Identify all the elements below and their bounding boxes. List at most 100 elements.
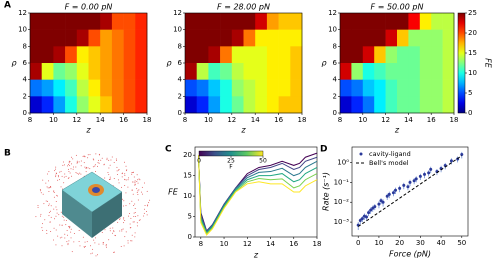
heat-cell: [290, 79, 303, 97]
solvent-dot: [109, 164, 111, 166]
solvent-dot: [54, 170, 56, 172]
heat-cell: [419, 63, 432, 80]
heat-cell: [123, 96, 136, 114]
heat-cell: [208, 96, 221, 114]
heat-cell: [408, 13, 421, 30]
solvent-dot: [68, 240, 70, 242]
solvent-dot: [48, 205, 50, 207]
solvent-dot: [56, 195, 58, 197]
solvent-dot: [105, 244, 107, 246]
heat-cell: [220, 96, 233, 114]
solvent-dot: [84, 156, 86, 158]
solvent-dot: [61, 245, 63, 247]
heat-cell: [362, 79, 375, 97]
solvent-dot: [133, 204, 135, 206]
y-tick-label: 15: [183, 172, 192, 180]
heat-cell: [290, 13, 303, 30]
solvent-dot: [89, 168, 91, 170]
series-line: [197, 155, 318, 234]
x-tick-label: 40: [437, 239, 446, 247]
panel-label: D: [320, 145, 327, 155]
heat-cell: [266, 13, 279, 30]
solvent-dot: [49, 186, 51, 188]
solvent-dot: [120, 245, 122, 247]
solvent-dot: [137, 179, 139, 181]
heat-cell: [290, 63, 303, 80]
solvent-dot: [46, 173, 48, 175]
solvent-dot: [116, 173, 118, 175]
solvent-dot: [116, 166, 118, 168]
solvent-dot: [106, 157, 108, 159]
solvent-dot: [42, 229, 44, 231]
solvent-dot: [85, 167, 87, 169]
heat-cell: [397, 63, 409, 80]
solvent-dot: [136, 225, 138, 227]
solvent-dot: [133, 171, 135, 173]
solvent-dot: [133, 212, 135, 214]
solvent-dot: [109, 178, 111, 180]
inset-colorbar: [198, 150, 264, 157]
solvent-dot: [123, 205, 125, 207]
heat-cell: [208, 46, 221, 64]
solvent-dot: [105, 245, 107, 247]
solvent-dot: [76, 172, 78, 174]
solvent-dot: [78, 173, 80, 175]
solvent-dot: [134, 236, 136, 238]
heat-cell: [340, 13, 352, 30]
heat-cell: [266, 63, 279, 80]
heat-cell: [255, 46, 268, 64]
heat-cell: [220, 13, 233, 30]
solvent-dot: [119, 219, 121, 221]
x-tick-label: 10: [220, 240, 229, 248]
solvent-dot: [84, 166, 86, 168]
heat-cell: [374, 29, 386, 47]
solvent-dot: [63, 219, 65, 221]
solvent-dot: [71, 175, 73, 177]
solvent-dot: [55, 172, 57, 174]
solvent-dot: [60, 211, 62, 213]
solvent-dot: [116, 170, 118, 172]
solvent-dot: [112, 232, 114, 234]
solvent-dot: [121, 229, 123, 231]
solvent-dot: [46, 229, 48, 231]
solvent-dot: [68, 160, 70, 162]
solvent-dot: [128, 215, 130, 217]
heat-cell: [266, 46, 279, 64]
y-tick-label: 0: [188, 233, 192, 241]
heat-cell: [231, 29, 244, 47]
solvent-dot: [143, 182, 145, 184]
solvent-dot: [47, 187, 49, 189]
heat-cell: [255, 79, 268, 97]
solvent-dot: [141, 193, 143, 195]
heat-cell: [41, 13, 54, 30]
heat-cell: [41, 96, 54, 114]
solvent-dot: [59, 237, 61, 239]
heat-cell: [278, 63, 291, 80]
heat-cell: [65, 79, 78, 97]
heat-cell: [340, 63, 352, 80]
x-tick-label: 16: [427, 116, 436, 124]
solvent-dot: [136, 180, 138, 182]
series-line: [197, 155, 318, 235]
solvent-dot: [70, 168, 72, 170]
solvent-dot: [91, 252, 93, 254]
solvent-dot: [92, 158, 94, 160]
heat-cell: [135, 29, 148, 47]
solvent-dot: [146, 210, 148, 212]
solvent-dot: [108, 239, 110, 241]
heat-cell: [278, 13, 291, 30]
heat-cell: [255, 96, 268, 114]
solvent-dot: [83, 162, 85, 164]
solvent-dot: [80, 165, 82, 167]
heat-cell: [243, 29, 256, 47]
solvent-dot: [98, 153, 100, 155]
heat-cell: [76, 79, 89, 97]
heat-cell: [408, 96, 421, 114]
solvent-dot: [55, 215, 57, 217]
solvent-dot: [133, 221, 135, 223]
x-tick-label: 14: [266, 240, 275, 248]
solvent-dot: [123, 217, 125, 219]
data-point: [418, 174, 422, 178]
x-axis-label: z: [240, 126, 246, 135]
